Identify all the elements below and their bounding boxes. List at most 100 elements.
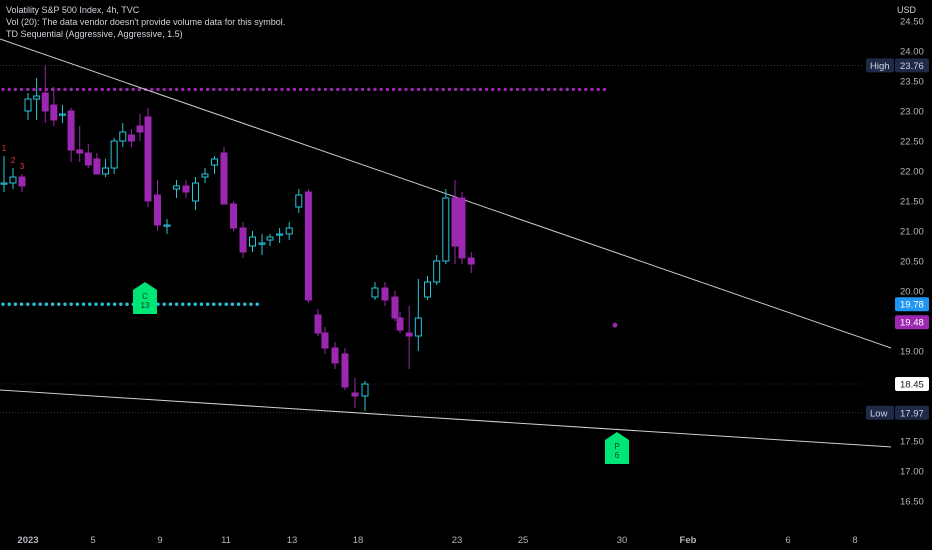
support-dot <box>249 302 253 306</box>
resistance-dot <box>75 87 80 92</box>
candle-up <box>110 138 118 174</box>
support-dot <box>106 302 111 306</box>
resistance-dot <box>261 87 266 92</box>
indicator-legend[interactable]: TD Sequential (Aggressive, Aggressive, 1… <box>6 29 183 39</box>
resistance-dot <box>292 87 297 92</box>
candle-body <box>41 92 49 112</box>
candle-up <box>442 189 450 264</box>
candle-body <box>58 113 66 116</box>
resistance-dot <box>348 87 352 92</box>
candle-down <box>127 129 135 147</box>
resistance-dot <box>590 87 594 92</box>
candle-body <box>9 176 17 184</box>
resistance-dot <box>63 87 67 92</box>
candle-up <box>433 255 441 285</box>
resistance-dot <box>156 87 160 92</box>
y-tick-label: 21.00 <box>900 227 924 238</box>
x-tick-label: 6 <box>785 535 790 546</box>
candle-up <box>9 168 17 189</box>
resistance-dot <box>280 87 284 92</box>
support-dot <box>181 302 185 306</box>
candle-down <box>314 309 322 336</box>
candle-down <box>67 108 75 162</box>
support-dot <box>224 302 228 306</box>
support-dot <box>32 302 36 306</box>
resistance-dot <box>602 87 607 92</box>
candle-body <box>371 287 379 298</box>
candle-up <box>58 105 66 123</box>
candle-down <box>239 222 247 258</box>
resistance-dot <box>81 87 86 92</box>
resistance-dot <box>354 87 359 92</box>
resistance-dot <box>100 87 104 92</box>
price-tags: High 23.76 19.78 19.48 18.45 Low 17.97 <box>866 58 929 420</box>
candle-body <box>396 317 404 331</box>
y-tick-label: 23.00 <box>900 107 924 118</box>
price-axis: 16.5017.0017.5018.0018.5019.0019.5020.00… <box>900 17 924 508</box>
candle-down <box>341 348 349 390</box>
y-tick-label: 23.50 <box>900 77 924 88</box>
candle-down <box>451 180 459 264</box>
candle-body <box>424 281 431 298</box>
resistance-dot <box>416 87 421 92</box>
support-dot <box>255 302 259 306</box>
candle-up <box>201 168 209 183</box>
support-dot <box>174 302 179 306</box>
candle-body <box>127 134 135 142</box>
candle-up <box>424 276 431 300</box>
grid-layer <box>0 65 862 414</box>
support-dot <box>44 302 49 306</box>
resistance-dot <box>1 87 5 92</box>
candle-up <box>211 156 218 174</box>
resistance-dot <box>125 87 129 92</box>
support-dot <box>94 302 98 306</box>
tag-value-box <box>895 297 929 312</box>
resistance-dot <box>243 87 247 92</box>
candle-body <box>144 116 152 202</box>
candle-body <box>211 158 218 166</box>
x-tick-label: 30 <box>617 535 628 546</box>
y-tick-label: 24.50 <box>900 17 924 28</box>
resistance-dot <box>317 87 321 92</box>
candle-up <box>249 231 256 252</box>
candle-body <box>163 224 171 227</box>
candle-body <box>451 197 459 247</box>
tag-value-box <box>895 58 929 73</box>
resistance-dot <box>528 87 532 92</box>
resistance-dot <box>422 87 427 92</box>
candle-down <box>144 108 152 207</box>
support-dot <box>69 302 73 306</box>
x-tick-label: 2023 <box>17 535 38 546</box>
candle-up <box>192 177 199 210</box>
y-tick-label: 16.50 <box>900 497 924 508</box>
support-dot <box>205 302 210 306</box>
resistance-dot <box>404 87 408 92</box>
candle-up <box>33 78 41 120</box>
support-dot <box>125 302 129 306</box>
y-tick-label: 22.50 <box>900 137 924 148</box>
candle-body <box>442 197 450 262</box>
resistance-dot <box>546 87 551 92</box>
resistance-dot <box>577 87 582 92</box>
resistance-dot <box>565 87 569 92</box>
candle-body <box>50 104 58 121</box>
candle-up <box>173 180 180 198</box>
resistance-dot <box>162 87 166 92</box>
support-dot <box>1 302 5 306</box>
resistance-dot <box>286 87 290 92</box>
candle-down <box>321 327 329 354</box>
resistance-dot <box>298 87 303 92</box>
x-tick-label: 23 <box>452 535 463 546</box>
candle-body <box>285 227 293 235</box>
candle-body <box>67 110 75 151</box>
candle-body <box>192 182 199 202</box>
td-signal-marker: C13 <box>133 282 157 314</box>
candle-body <box>276 233 284 236</box>
td-count-label: 2 <box>11 156 16 165</box>
candle-up <box>285 222 293 240</box>
candle-body <box>361 383 369 397</box>
resistance-dot <box>199 87 204 92</box>
resistance-dot <box>19 87 24 92</box>
resistance-dot <box>360 87 365 92</box>
